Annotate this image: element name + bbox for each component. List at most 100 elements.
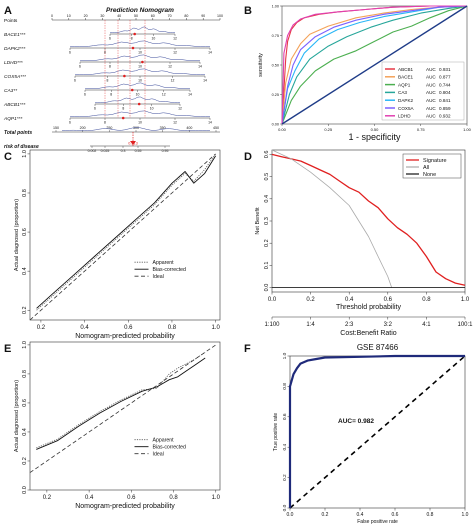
row-tick-label: 10 <box>138 121 142 125</box>
nomogram-row-label: Points <box>4 18 18 24</box>
y-tick-label: 0.50 <box>272 64 279 68</box>
legend-gene-label: COX5A <box>398 106 415 111</box>
row-tick-label: 8 <box>122 107 124 111</box>
x-tick-label: 0.2 <box>37 325 46 331</box>
x-tick-label: 0.75 <box>417 127 426 132</box>
row-tick-label: 10 <box>151 37 155 41</box>
points-tick-label: 20 <box>84 14 88 18</box>
x2-tick-label: 100:1 <box>457 322 473 328</box>
selected-value-marker <box>123 74 126 78</box>
total-tick-label: 200 <box>80 126 86 130</box>
total-points-density <box>61 127 211 131</box>
density-curve <box>79 54 200 62</box>
legend-auc-label: AUC <box>426 90 436 95</box>
selected-value-marker <box>137 102 141 106</box>
y-tick-label: 0.2 <box>22 306 28 314</box>
legend-label: All <box>423 165 429 171</box>
row-tick-label: 12 <box>173 121 177 125</box>
y-axis-label: sensitivity <box>258 53 264 77</box>
row-tick-label: 14 <box>203 79 207 83</box>
x-tick-label: 0.2 <box>43 495 52 501</box>
panel-c-letter: C <box>4 151 12 163</box>
density-curve <box>109 26 175 34</box>
points-tick-label: 80 <box>184 14 188 18</box>
legend-auc-value: 0.931 <box>439 67 451 72</box>
legend-auc-value: 0.804 <box>439 90 451 95</box>
y-tick-label: 0.8 <box>22 189 28 197</box>
legend-auc-value: 0.932 <box>439 114 451 119</box>
y-tick-label: 0.6 <box>22 399 28 407</box>
selected-value-marker <box>130 88 134 92</box>
nomogram-row-label: AQP1*** <box>3 116 23 122</box>
calibration-bias-corrected <box>36 357 206 450</box>
density-curve <box>94 96 180 104</box>
row-tick-label: 10 <box>136 93 140 97</box>
x-axis-label: Nomogram-predicted probability <box>75 503 175 510</box>
roc-curve-cox5a <box>281 5 468 125</box>
row-tick-label: 14 <box>198 65 202 69</box>
panel-a-letter: A <box>4 5 12 17</box>
risk-arrow <box>130 141 136 145</box>
dca-signature <box>271 153 466 286</box>
y-tick-label: 0.6 <box>22 228 28 236</box>
y-tick-label: 0.6 <box>264 151 270 159</box>
x2-tick-label: 2:3 <box>345 322 354 328</box>
nomogram-row-label: ABCB1*** <box>3 102 25 108</box>
x-tick-label: 0.4 <box>345 297 354 303</box>
selected-value-marker <box>141 60 144 64</box>
nomogram-title: Prediction Nomogram <box>106 7 174 14</box>
x-tick-label: 0.6 <box>124 325 133 331</box>
y-tick-label: 0.4 <box>22 428 28 436</box>
risk-tick-label: 0.95 <box>162 149 169 153</box>
legend-b <box>381 61 465 121</box>
y-tick-label: 0.4 <box>264 195 270 203</box>
legend-label: Bias-corrected <box>153 445 187 451</box>
roc-curve-reference <box>281 5 468 125</box>
legend-auc-label: AUC <box>426 75 436 80</box>
x-tick-label: 0.6 <box>127 495 136 501</box>
legend-gene-label: LDHD <box>398 114 411 119</box>
total-tick-label: 150 <box>53 126 59 130</box>
x2-tick-label: 1:100 <box>264 322 280 328</box>
risk-tick-label: 0.002 <box>88 149 97 153</box>
y-tick-label: 0.8 <box>22 370 28 378</box>
row-tick-label: 6 <box>69 51 71 55</box>
x2-tick-label: 1:4 <box>306 322 315 328</box>
y-tick-label: 1.0 <box>22 150 28 158</box>
y-axis-label: Actual diagnosed (proportion) <box>14 380 20 452</box>
roc-curve-dapk2 <box>281 5 468 125</box>
row-tick-label: 12 <box>173 51 177 55</box>
risk-marker-value: 0.913 <box>128 142 138 146</box>
calibration-apparent <box>36 351 206 449</box>
x-tick-label: 1.0 <box>461 297 470 303</box>
risk-tick-label: 0.025 <box>101 149 110 153</box>
points-tick-label: 100 <box>217 14 223 18</box>
legend-label: Ideal <box>153 274 164 280</box>
y-tick-label: 0.2 <box>264 239 270 247</box>
density-curve <box>69 40 210 48</box>
total-tick-label: 300 <box>133 126 139 130</box>
y-tick-label: 0.3 <box>264 217 270 225</box>
legend-gene-label: BACE1 <box>398 75 414 80</box>
y-tick-label: 0.2 <box>22 457 28 465</box>
density-curve <box>74 68 205 76</box>
x-tick-label: 0.4 <box>85 495 94 501</box>
legend-label: Apparent <box>153 260 175 266</box>
points-tick-label: 0 <box>51 14 53 18</box>
x-tick-label: 0.8 <box>427 512 434 518</box>
row-tick-label: 6 <box>79 65 81 69</box>
total-tick-label: 350 <box>160 126 166 130</box>
y-tick-label: 0.2 <box>282 474 288 481</box>
row-tick-label: 6 <box>109 37 111 41</box>
legend-label: Signature <box>423 158 447 164</box>
legend-auc-value: 0.877 <box>439 75 451 80</box>
y-tick-label: 0.0 <box>282 504 288 511</box>
row-tick-label: 6 <box>94 107 96 111</box>
roc-curve-gse <box>288 354 465 508</box>
calibration-bias-corrected <box>36 155 216 309</box>
plot-area <box>29 341 221 491</box>
row-tick-label: 6 <box>69 121 71 125</box>
points-tick-label: 90 <box>201 14 205 18</box>
